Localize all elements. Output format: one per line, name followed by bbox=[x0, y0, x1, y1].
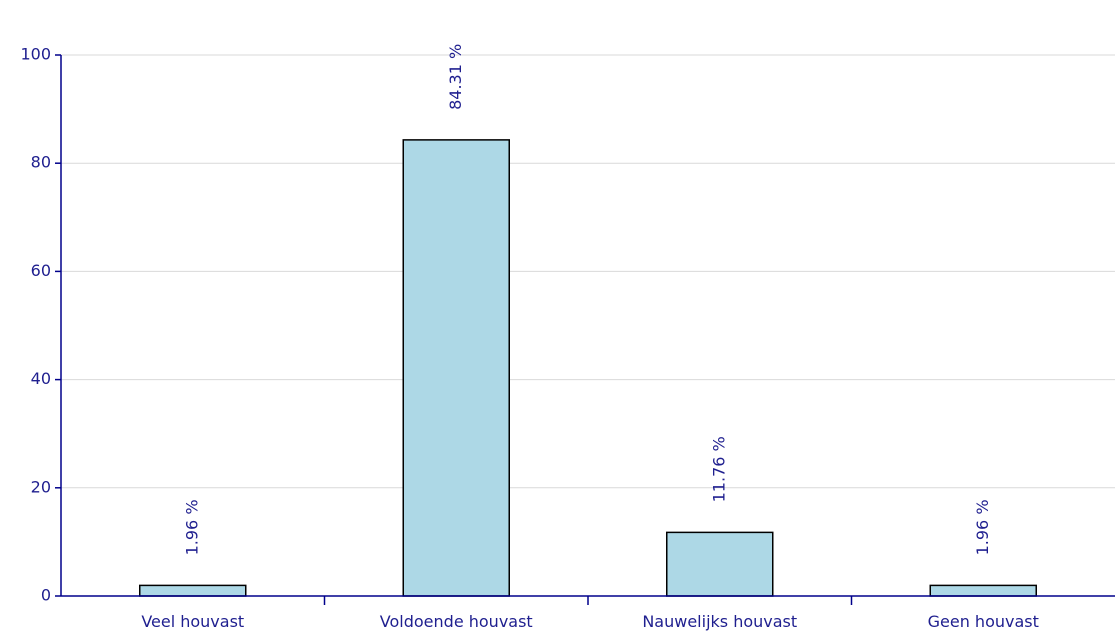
bars bbox=[139, 139, 1037, 597]
data-label-3: 1.96 % bbox=[973, 499, 992, 555]
bar-3 bbox=[929, 584, 1037, 597]
gridlines bbox=[61, 54, 1115, 489]
bar-0 bbox=[139, 584, 247, 597]
y-tick-label-40: 40 bbox=[31, 369, 51, 388]
bar-2 bbox=[666, 531, 774, 597]
data-label-2: 11.76 % bbox=[709, 436, 728, 502]
y-tick-label-20: 20 bbox=[31, 477, 51, 496]
bar-1 bbox=[402, 139, 510, 597]
x-tick-label-3: Geen houvast bbox=[928, 612, 1039, 631]
data-label-1: 84.31 % bbox=[446, 44, 465, 110]
x-tick-label-1: Voldoende houvast bbox=[380, 612, 533, 631]
x-tick-label-0: Veel houvast bbox=[141, 612, 244, 631]
axes bbox=[55, 54, 1115, 605]
labels: 1.96 % Veel houvast 84.31 % Voldoende houva… bbox=[20, 44, 1038, 631]
data-label-0: 1.96 % bbox=[182, 499, 201, 555]
y-tick-label-80: 80 bbox=[31, 153, 51, 172]
x-tick-label-2: Nauwelijks houvast bbox=[642, 612, 797, 631]
y-tick-label-0: 0 bbox=[41, 586, 51, 605]
y-tick-label-60: 60 bbox=[31, 261, 51, 280]
y-tick-label-100: 100 bbox=[20, 45, 51, 64]
